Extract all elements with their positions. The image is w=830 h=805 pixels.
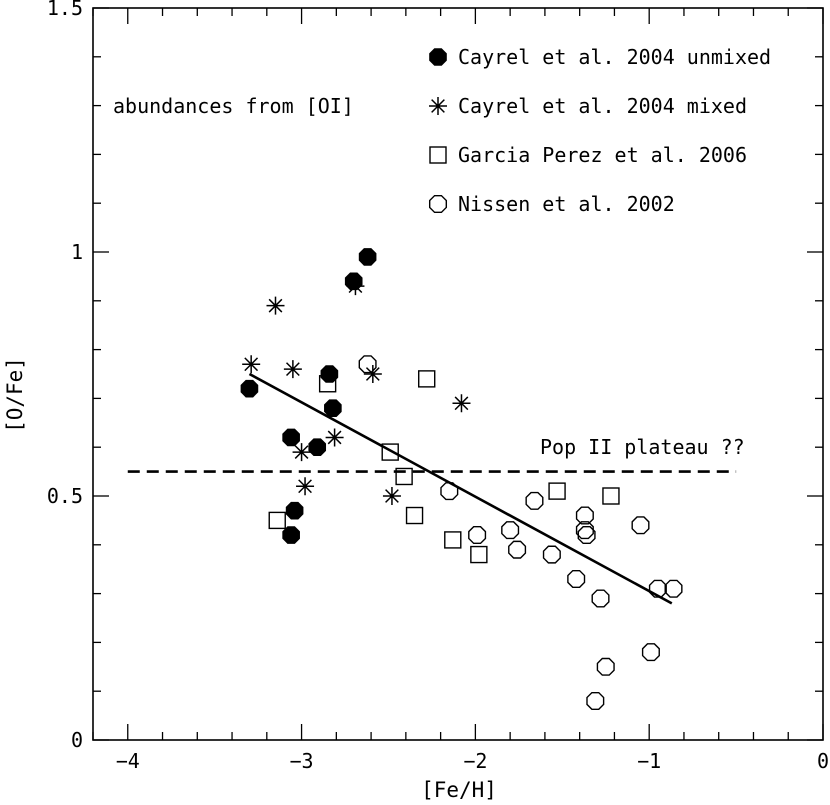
x-tick-label: −2 [463, 749, 487, 773]
data-point [346, 277, 365, 296]
data-point [591, 589, 610, 608]
x-tick-label: −4 [116, 749, 140, 773]
legend-marker [429, 48, 447, 66]
data-point [418, 370, 436, 388]
data-point [468, 526, 487, 545]
data-point [358, 355, 377, 374]
fit-line [248, 372, 673, 605]
data-point [381, 443, 399, 461]
x-axis-title: [Fe/H] [421, 778, 497, 802]
y-axis-title: [O/Fe] [3, 357, 27, 433]
data-point [282, 526, 300, 544]
data-point [296, 477, 315, 496]
data-point [363, 365, 382, 383]
data-point [602, 487, 620, 505]
data-point [542, 545, 561, 564]
legend-marker [428, 194, 448, 214]
data-point [325, 428, 344, 447]
data-point [318, 375, 337, 393]
x-tick-label: 0 [817, 749, 829, 773]
data-point [444, 531, 462, 549]
data-point [382, 487, 401, 505]
abundances-annotation: abundances from [OI] [113, 94, 354, 118]
data-point [292, 443, 311, 462]
data-point [283, 360, 302, 379]
legend-label: Cayrel et al. 2004 mixed [458, 94, 747, 118]
y-tick-label: 0.5 [47, 484, 83, 508]
data-point [596, 657, 615, 676]
y-tick-label: 0 [71, 728, 83, 752]
legend-marker [429, 146, 447, 164]
data-point [586, 691, 605, 710]
data-point [266, 296, 285, 315]
data-point [242, 355, 261, 374]
y-tick-label: 1 [71, 240, 83, 264]
data-point [452, 394, 471, 413]
data-point [648, 579, 667, 598]
data-point [240, 379, 259, 398]
data-point [631, 516, 650, 535]
data-point [395, 467, 413, 486]
data-point [358, 248, 377, 266]
data-point [282, 428, 300, 447]
plot-frame [92, 7, 824, 741]
data-point [577, 526, 596, 545]
legend-marker [429, 97, 447, 115]
data-point [320, 365, 339, 383]
data-point [575, 521, 594, 540]
data-point [324, 399, 342, 417]
y-tick-label: 1.5 [47, 0, 83, 20]
data-point [641, 643, 660, 662]
data-point [440, 482, 459, 501]
x-tick-label: −1 [637, 749, 661, 773]
data-point [308, 438, 327, 457]
x-tick-label: −3 [290, 749, 314, 773]
data-point [548, 482, 566, 500]
legend-label: Nissen et al. 2002 [458, 192, 675, 216]
data-point [508, 540, 527, 559]
data-point [501, 521, 520, 540]
data-point [567, 569, 586, 588]
legend-label: Garcia Perez et al. 2006 [458, 143, 747, 167]
data-point [575, 506, 594, 525]
data-point [405, 506, 424, 525]
legend-label: Cayrel et al. 2004 unmixed [458, 45, 771, 69]
data-point [664, 579, 683, 598]
data-point [470, 545, 488, 564]
data-point [525, 491, 544, 510]
data-point [285, 501, 304, 520]
data-point [268, 511, 286, 530]
plateau-annotation: Pop II plateau ?? [540, 435, 745, 459]
